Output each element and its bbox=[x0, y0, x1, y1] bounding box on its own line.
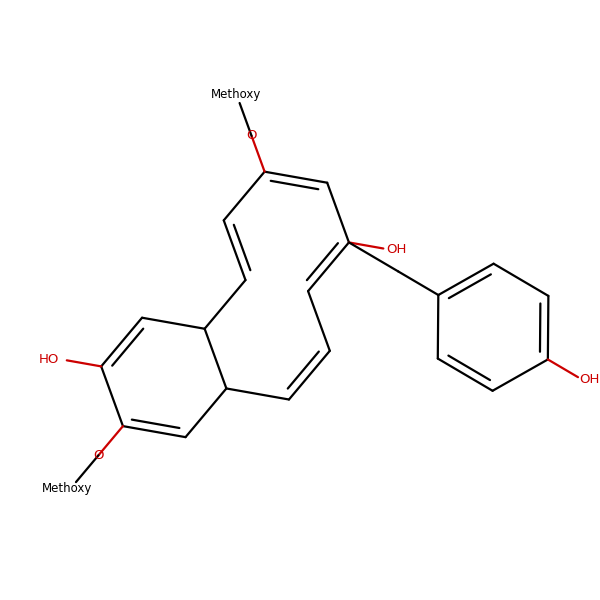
Text: HO: HO bbox=[39, 353, 59, 366]
Text: Methoxy: Methoxy bbox=[42, 482, 92, 496]
Text: OH: OH bbox=[579, 373, 599, 386]
Text: O: O bbox=[247, 130, 257, 142]
Text: OH: OH bbox=[386, 243, 407, 256]
Text: Methoxy: Methoxy bbox=[211, 88, 261, 101]
Text: O: O bbox=[93, 449, 104, 462]
